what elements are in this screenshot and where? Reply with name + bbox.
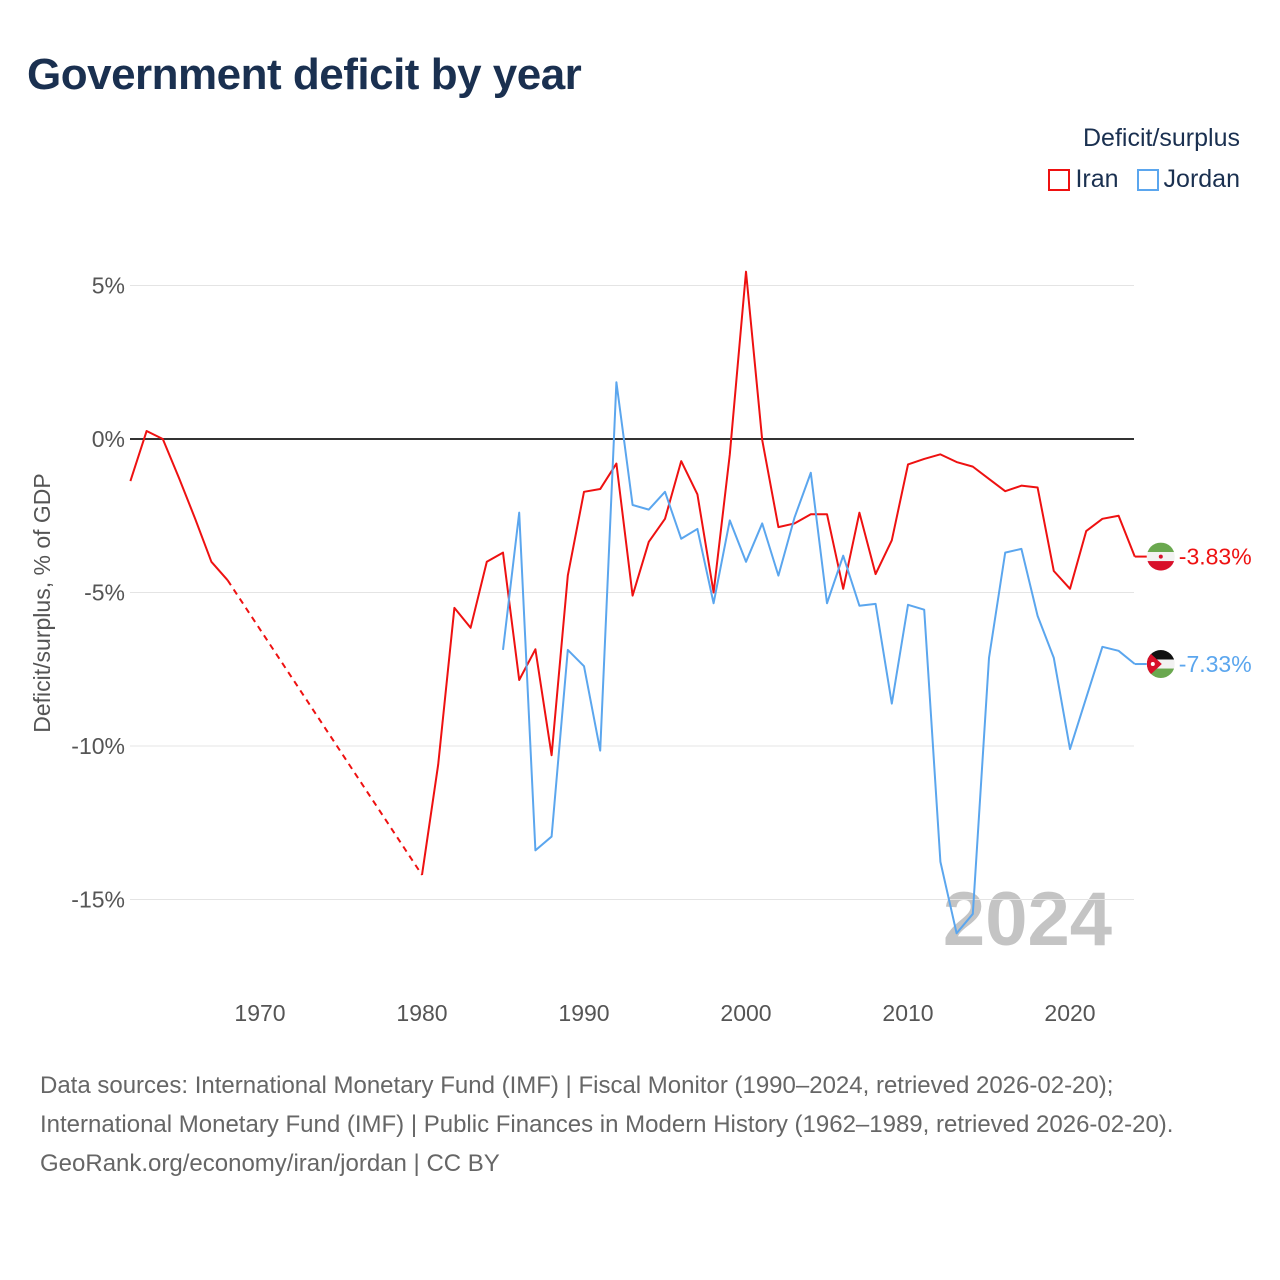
line-chart: 2024 5% 0% -5% -10% -15% 1970 1980 1990 2000 2010 2… <box>29 270 1252 1026</box>
legend: Deficit/surplus Iran Jordan <box>1048 124 1240 194</box>
series-gap-iran <box>226 579 423 876</box>
legend-label-jordan: Jordan <box>1163 165 1240 193</box>
x-tick-label: 1980 <box>396 1000 447 1026</box>
footer: Data sources: International Monetary Fun… <box>40 1066 1240 1183</box>
x-tick-label: 2020 <box>1044 1000 1095 1026</box>
x-tick-label: 1990 <box>558 1000 609 1026</box>
legend-swatch-iran <box>1048 168 1071 191</box>
chart-title: Government deficit by year <box>27 50 582 99</box>
end-value-label-jordan: -7.33% <box>1179 651 1252 677</box>
end-value-label-iran: -3.83% <box>1179 544 1252 570</box>
y-tick-label: -5% <box>84 580 125 606</box>
flag-jordan-icon <box>1146 650 1175 679</box>
series-line-iran <box>129 430 229 581</box>
flag-iran-icon <box>1146 542 1175 571</box>
y-tick-label: 0% <box>92 426 125 452</box>
x-tick-label: 2000 <box>720 1000 771 1026</box>
x-tick-label: 2010 <box>882 1000 933 1026</box>
legend-swatch-jordan <box>1136 168 1159 191</box>
year-watermark: 2024 <box>943 877 1112 962</box>
data-sources: Data sources: International Monetary Fun… <box>40 1072 1174 1138</box>
source-link[interactable]: GeoRank.org/economy/iran/jordan | CC BY <box>40 1150 500 1177</box>
series-line-iran <box>421 270 1136 876</box>
legend-label-iran: Iran <box>1075 165 1119 193</box>
y-axis-label: Deficit/surplus, % of GDP <box>29 473 55 732</box>
y-tick-label: 5% <box>92 273 125 299</box>
legend-item-iran[interactable]: Iran <box>1048 165 1119 194</box>
y-tick-label: -15% <box>71 887 125 913</box>
legend-item-jordan[interactable]: Jordan <box>1136 165 1240 194</box>
series-line-jordan <box>502 381 1136 935</box>
x-tick-label: 1970 <box>234 1000 285 1026</box>
y-tick-label: -10% <box>71 733 125 759</box>
legend-title: Deficit/surplus <box>1083 124 1240 152</box>
